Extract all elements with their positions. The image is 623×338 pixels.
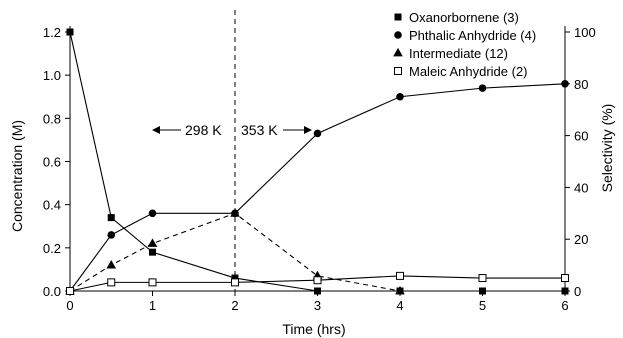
data-point-open-square	[66, 287, 74, 295]
series-line	[69, 83, 566, 292]
y-axis-title: Concentration (M)	[9, 120, 25, 232]
data-point-square	[231, 274, 239, 282]
data-point-open-square	[231, 278, 239, 287]
y2-tick-label: 0	[574, 284, 581, 299]
x-tick-label: 0	[66, 298, 73, 313]
data-point-square	[149, 248, 156, 256]
data-point-open-square	[313, 276, 322, 285]
data-point-open-square	[107, 278, 116, 287]
data-point-square	[107, 214, 115, 222]
data-point-circle	[313, 129, 322, 138]
data-point-square	[394, 13, 402, 21]
data-point-triangle	[106, 260, 117, 269]
y-tick-label: 0.0	[43, 284, 61, 299]
data-point-square	[479, 287, 486, 295]
y-tick-label: 0.2	[43, 241, 61, 256]
data-point-open-square	[478, 274, 487, 283]
annotation-353k: 353 K	[241, 122, 278, 138]
data-point-open-square	[396, 271, 404, 280]
series-line	[69, 275, 565, 292]
data-point-circle	[561, 80, 569, 88]
series-4	[66, 271, 569, 295]
y2-tick-label: 20	[574, 232, 588, 247]
y-tick-label: 1.2	[43, 25, 61, 40]
series-line	[69, 212, 401, 292]
data-point-triangle	[395, 285, 405, 295]
data-point-circle	[478, 84, 487, 92]
x-tick-label: 3	[314, 298, 321, 313]
annotations: 298 K 353 K	[152, 122, 312, 138]
data-point-open-square	[394, 67, 402, 75]
data-point-open-square	[148, 278, 157, 287]
tick-labels: 0 1 2 3 4 5 6 0.0 0.2 0.4 0.6 0.8 1.0 1.2 0 20 40 60 80 100	[43, 25, 596, 313]
series-2	[66, 80, 569, 295]
data-point-square	[66, 28, 74, 36]
y2-axis-title: Selectivity (%)	[599, 104, 615, 193]
x-tick-label: 5	[479, 298, 486, 313]
data-point-circle	[396, 92, 404, 101]
annotation-arrowhead-right	[304, 126, 312, 134]
x-tick-label: 1	[149, 298, 156, 313]
y2-tick-label: 80	[574, 77, 588, 92]
x-tick-label: 6	[561, 298, 568, 313]
y-tick-label: 1.0	[43, 68, 61, 83]
legend-label-1: Oxanorbornene (3)	[409, 10, 519, 25]
data-point-square	[314, 287, 321, 295]
data-point-square	[561, 287, 569, 295]
data-point-circle	[394, 31, 402, 39]
y-tick-label: 0.4	[43, 198, 61, 213]
data-point-circle	[148, 209, 157, 218]
data-point-triangle	[230, 208, 240, 217]
legend: Oxanorbornene (3) Phthalic Anhydride (4) I…	[393, 10, 536, 79]
y-tick-label: 0.8	[43, 111, 61, 126]
y-tick-label: 0.6	[43, 155, 61, 170]
annotation-298k: 298 K	[185, 122, 222, 138]
legend-label-3: Intermediate (12)	[409, 46, 508, 61]
x-tick-label: 4	[396, 298, 403, 313]
data-point-triangle	[147, 238, 158, 247]
legend-label-2: Phthalic Anhydride (4)	[409, 28, 536, 43]
data-point-circle	[107, 231, 116, 239]
legend-label-4: Maleic Anhydride (2)	[409, 64, 528, 79]
data-point-triangle	[393, 47, 403, 57]
y2-tick-label: 100	[574, 25, 596, 40]
series	[65, 28, 569, 295]
data-point-open-square	[561, 274, 569, 283]
series-line	[69, 31, 565, 292]
y2-tick-label: 40	[574, 180, 588, 195]
annotation-arrowhead-left	[152, 126, 160, 134]
axis-titles: Time (hrs) Concentration (M) Selectivity…	[9, 104, 615, 337]
x-axis-title: Time (hrs)	[282, 321, 345, 337]
x-tick-label: 2	[231, 298, 238, 313]
y2-tick-label: 60	[574, 129, 588, 144]
